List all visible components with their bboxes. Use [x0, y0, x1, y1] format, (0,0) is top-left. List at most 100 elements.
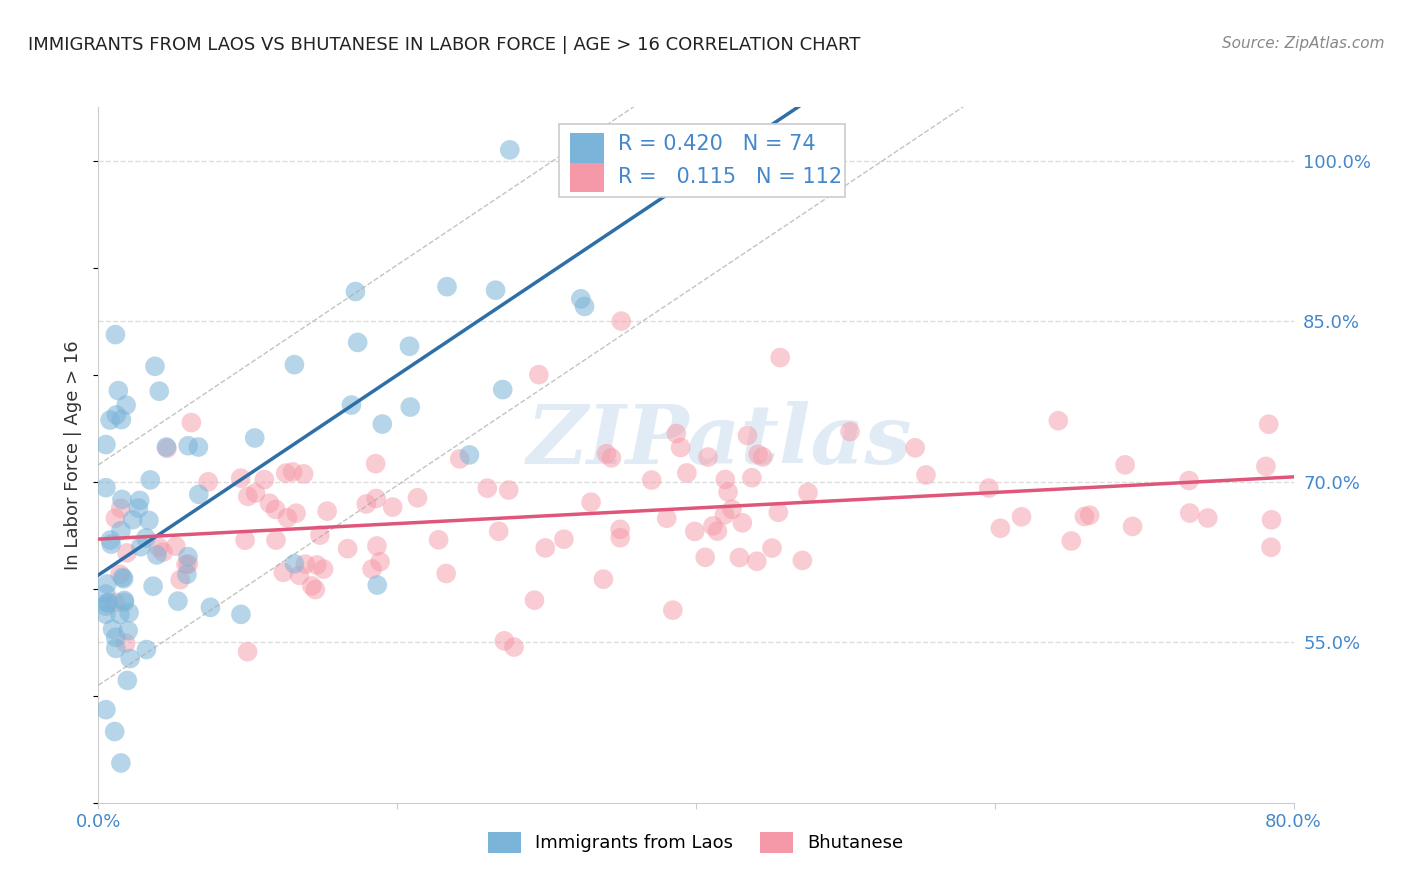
Immigrants from Laos [177, 549, 200, 564]
Bhutanese [245, 486, 267, 500]
Bhutanese [741, 471, 763, 485]
Immigrants from Laos [340, 398, 363, 412]
Immigrants from Laos [129, 540, 152, 554]
Bhutanese [366, 539, 388, 553]
Bhutanese [477, 481, 499, 495]
Bhutanese [714, 473, 737, 487]
Immigrants from Laos [104, 641, 127, 656]
Bhutanese [1060, 534, 1083, 549]
Immigrants from Laos [398, 339, 420, 353]
Bhutanese [761, 541, 783, 555]
Y-axis label: In Labor Force | Age > 16: In Labor Force | Age > 16 [65, 340, 83, 570]
Bhutanese [427, 533, 450, 547]
Bhutanese [294, 557, 316, 571]
Bhutanese [915, 467, 938, 482]
Bhutanese [592, 572, 614, 586]
Immigrants from Laos [344, 285, 367, 299]
Immigrants from Laos [128, 493, 150, 508]
Immigrants from Laos [111, 492, 134, 507]
Bhutanese [609, 531, 631, 545]
Bhutanese [600, 450, 623, 465]
Immigrants from Laos [118, 606, 141, 620]
Immigrants from Laos [96, 577, 118, 591]
Bhutanese [285, 506, 308, 520]
Immigrants from Laos [120, 651, 142, 665]
Bhutanese [553, 532, 575, 546]
Immigrants from Laos [200, 600, 222, 615]
Immigrants from Laos [167, 594, 190, 608]
Bhutanese [276, 510, 298, 524]
Bhutanese [309, 528, 332, 542]
Bhutanese [797, 485, 820, 500]
Immigrants from Laos [104, 630, 127, 644]
Bhutanese [336, 541, 359, 556]
Bhutanese [361, 562, 384, 576]
Bhutanese [640, 473, 662, 487]
Immigrants from Laos [146, 548, 169, 562]
Bhutanese [745, 554, 768, 568]
Immigrants from Laos [138, 513, 160, 527]
Immigrants from Laos [94, 481, 117, 495]
Bhutanese [292, 467, 315, 481]
Bhutanese [990, 521, 1012, 535]
Bhutanese [655, 511, 678, 525]
Bhutanese [498, 483, 520, 497]
Bhutanese [752, 450, 775, 464]
Immigrants from Laos [569, 292, 592, 306]
Bhutanese [264, 533, 287, 548]
Text: IMMIGRANTS FROM LAOS VS BHUTANESE IN LABOR FORCE | AGE > 16 CORRELATION CHART: IMMIGRANTS FROM LAOS VS BHUTANESE IN LAB… [28, 36, 860, 54]
Bhutanese [169, 573, 191, 587]
Immigrants from Laos [366, 578, 388, 592]
Immigrants from Laos [142, 579, 165, 593]
Bhutanese [115, 546, 138, 560]
Bhutanese [1178, 474, 1201, 488]
Bhutanese [152, 545, 174, 559]
FancyBboxPatch shape [571, 162, 605, 192]
Bhutanese [104, 511, 127, 525]
Bhutanese [165, 539, 187, 553]
Bhutanese [1073, 509, 1095, 524]
Bhutanese [229, 471, 252, 485]
Immigrants from Laos [107, 384, 129, 398]
Bhutanese [449, 451, 471, 466]
Immigrants from Laos [283, 358, 305, 372]
Immigrants from Laos [112, 595, 135, 609]
Immigrants from Laos [110, 524, 132, 538]
Legend: Immigrants from Laos, Bhutanese: Immigrants from Laos, Bhutanese [481, 824, 911, 860]
Bhutanese [610, 314, 633, 328]
Immigrants from Laos [399, 400, 422, 414]
Bhutanese [434, 566, 457, 581]
Bhutanese [1011, 509, 1033, 524]
Immigrants from Laos [121, 513, 143, 527]
Immigrants from Laos [135, 642, 157, 657]
Bhutanese [792, 553, 814, 567]
Bhutanese [768, 505, 790, 519]
Immigrants from Laos [105, 408, 128, 422]
Bhutanese [731, 516, 754, 530]
Bhutanese [713, 508, 735, 522]
Bhutanese [108, 567, 131, 582]
Bhutanese [356, 497, 378, 511]
Bhutanese [197, 475, 219, 489]
Bhutanese [595, 447, 617, 461]
Immigrants from Laos [436, 279, 458, 293]
Text: R =   0.115   N = 112: R = 0.115 N = 112 [619, 167, 842, 186]
Immigrants from Laos [626, 166, 648, 180]
Bhutanese [1114, 458, 1136, 472]
Immigrants from Laos [96, 596, 118, 610]
Bhutanese [737, 428, 759, 442]
Immigrants from Laos [139, 473, 162, 487]
Immigrants from Laos [484, 283, 506, 297]
Bhutanese [1260, 513, 1282, 527]
Immigrants from Laos [458, 448, 481, 462]
Immigrants from Laos [631, 143, 654, 157]
Bhutanese [1122, 519, 1144, 533]
Bhutanese [1197, 511, 1219, 525]
Bhutanese [304, 582, 326, 597]
Immigrants from Laos [104, 327, 127, 342]
Immigrants from Laos [187, 487, 209, 501]
Immigrants from Laos [177, 439, 200, 453]
Bhutanese [236, 645, 259, 659]
Bhutanese [1260, 541, 1282, 555]
Bhutanese [669, 441, 692, 455]
